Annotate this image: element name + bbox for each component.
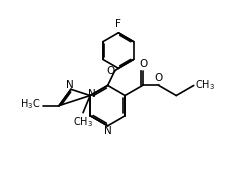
Text: N: N: [66, 80, 73, 90]
Text: CH$_3$: CH$_3$: [73, 116, 93, 129]
Text: O: O: [155, 73, 163, 83]
Text: N: N: [88, 89, 96, 99]
Text: O: O: [106, 66, 114, 76]
Text: F: F: [115, 19, 121, 29]
Text: H$_3$C: H$_3$C: [20, 98, 41, 111]
Text: O: O: [140, 59, 148, 69]
Text: CH$_3$: CH$_3$: [195, 78, 215, 92]
Text: N: N: [104, 126, 112, 136]
